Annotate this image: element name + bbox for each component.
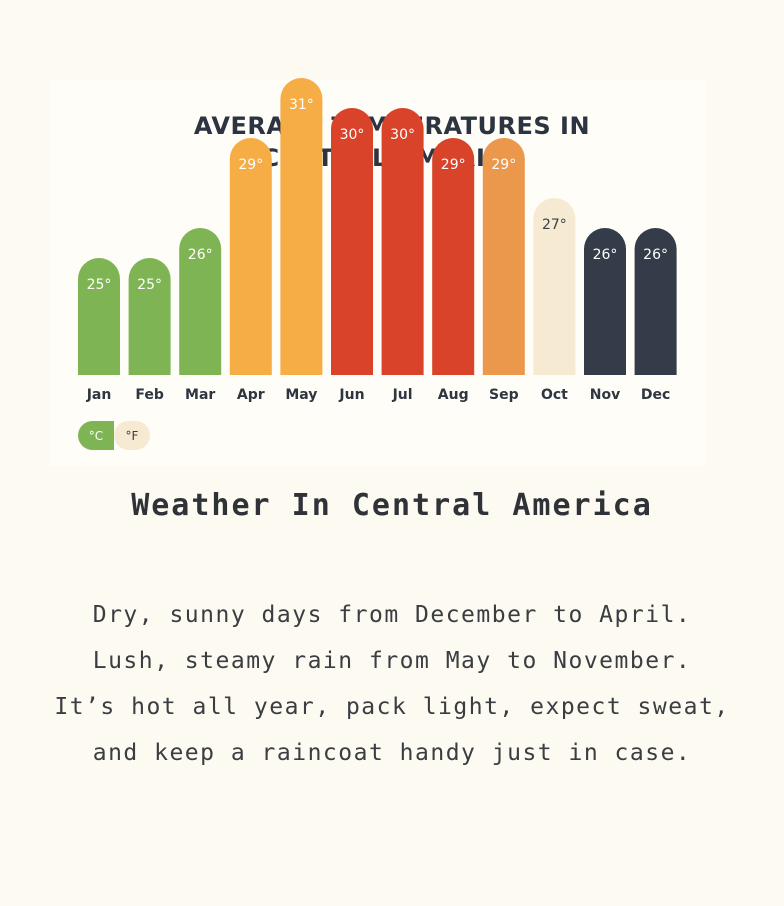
x-tick-label-oct: Oct bbox=[541, 387, 568, 403]
x-tick-label-aug: Aug bbox=[438, 387, 469, 403]
value-label-may: 31° bbox=[289, 97, 314, 113]
description-line: Dry, sunny days from December to April. bbox=[92, 602, 692, 628]
x-tick-label-sep: Sep bbox=[489, 387, 519, 403]
bar-jan bbox=[78, 258, 120, 375]
value-label-sep: 29° bbox=[491, 157, 516, 173]
x-tick-label-feb: Feb bbox=[135, 387, 164, 403]
x-tick-label-apr: Apr bbox=[237, 387, 265, 403]
value-label-aug: 29° bbox=[441, 157, 466, 173]
celsius-option[interactable]: °C bbox=[78, 421, 114, 450]
description-line: It’s hot all year, pack light, expect sw… bbox=[54, 694, 730, 720]
bar-oct bbox=[533, 198, 576, 375]
bar-jul bbox=[381, 108, 424, 375]
value-label-mar: 26° bbox=[188, 247, 213, 263]
x-tick-label-dec: Dec bbox=[641, 387, 670, 403]
description-line: and keep a raincoat handy just in case. bbox=[92, 740, 692, 766]
bar-nov bbox=[584, 228, 626, 375]
page-heading: Weather In Central America bbox=[131, 488, 653, 523]
unit-toggle[interactable]: °C °F bbox=[78, 421, 150, 450]
value-label-dec: 26° bbox=[643, 247, 668, 263]
value-label-oct: 27° bbox=[542, 217, 567, 233]
bar-sep bbox=[482, 138, 525, 375]
bar-feb bbox=[128, 258, 171, 375]
bar-jun bbox=[331, 108, 373, 375]
x-tick-label-nov: Nov bbox=[590, 387, 620, 403]
x-tick-label-jan: Jan bbox=[86, 387, 112, 403]
value-label-feb: 25° bbox=[137, 277, 162, 293]
value-label-apr: 29° bbox=[238, 157, 263, 173]
value-label-jun: 30° bbox=[340, 127, 365, 143]
value-label-jan: 25° bbox=[87, 277, 112, 293]
fahrenheit-option[interactable]: °F bbox=[114, 421, 150, 450]
value-label-nov: 26° bbox=[593, 247, 618, 263]
x-tick-label-mar: Mar bbox=[185, 387, 215, 403]
bar-apr bbox=[229, 138, 272, 375]
bar-aug bbox=[432, 138, 475, 375]
temperature-bar-chart: 25° Jan 25° Feb 26° Mar 29° Apr 31° May 30° Jun 30° J… bbox=[78, 78, 677, 403]
bar-mar bbox=[179, 228, 222, 375]
description-line: Lush, steamy rain from May to November. bbox=[92, 648, 692, 674]
value-label-jul: 30° bbox=[390, 127, 415, 143]
x-tick-label-jun: Jun bbox=[338, 387, 364, 403]
bar-may bbox=[280, 78, 323, 375]
description: Dry, sunny days from December to April. … bbox=[40, 592, 744, 776]
x-tick-label-jul: Jul bbox=[392, 387, 413, 403]
x-tick-label-may: May bbox=[285, 387, 317, 403]
bar-dec bbox=[634, 228, 677, 375]
